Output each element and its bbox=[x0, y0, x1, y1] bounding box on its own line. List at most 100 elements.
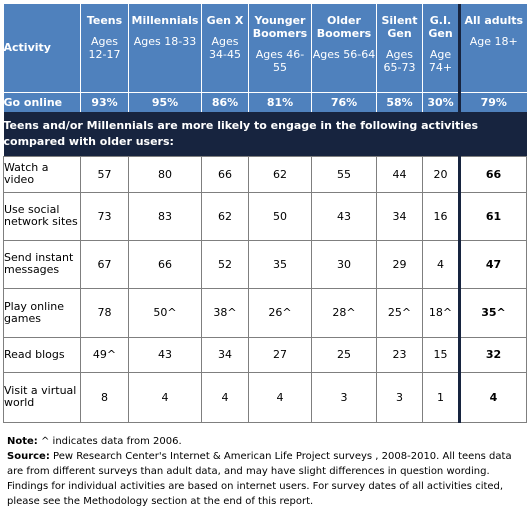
table-cell: 16 bbox=[422, 191, 460, 241]
all-adults-cell: 79% bbox=[458, 91, 527, 112]
table-cell: 30 bbox=[311, 239, 377, 289]
generation-ages: Age 18+ bbox=[469, 35, 518, 48]
generation-ages: Ages 34-45 bbox=[209, 35, 241, 61]
source-line: Source: Pew Research Center's Internet &… bbox=[7, 449, 525, 509]
all-adults-cell: 66 bbox=[458, 155, 527, 193]
table-cell: 81% bbox=[248, 91, 312, 112]
table-cell: 43 bbox=[128, 336, 202, 373]
note-label: Note: bbox=[7, 436, 38, 447]
source-text: Pew Research Center's Internet & America… bbox=[7, 451, 512, 507]
table-cell: 26^ bbox=[248, 287, 312, 338]
table-cell: 27 bbox=[248, 336, 312, 373]
table-row: Read blogs 49^ 43 34 27 25 23 15 32 bbox=[3, 336, 527, 373]
table-cell: 43 bbox=[311, 191, 377, 241]
generation-ages: Age 74+ bbox=[428, 48, 453, 74]
generation-name: Silent Gen bbox=[381, 14, 418, 40]
generation-header: G.I. Gen Age 74+ bbox=[422, 4, 460, 92]
table-row: Play online games 78 50^ 38^ 26^ 28^ 25^… bbox=[3, 287, 527, 338]
generation-header: Older Boomers Ages 56-64 bbox=[311, 4, 377, 92]
table-cell: 83 bbox=[128, 191, 202, 241]
table-cell: 3 bbox=[376, 371, 423, 423]
table-cell: 25^ bbox=[376, 287, 423, 338]
all-adults-cell: 32 bbox=[458, 336, 527, 373]
generation-name: Millennials bbox=[131, 14, 199, 27]
table-row: Visit a virtual world 8 4 4 4 3 3 1 4 bbox=[3, 371, 527, 423]
note-text: ^ indicates data from 2006. bbox=[37, 436, 182, 447]
all-adults-cell: 35^ bbox=[458, 287, 527, 338]
table-cell: 4 bbox=[128, 371, 202, 423]
all-adults-header: All adults Age 18+ bbox=[458, 4, 527, 92]
note-line: Note: ^ indicates data from 2006. bbox=[7, 434, 525, 449]
generation-header: Silent Gen Ages 65-73 bbox=[376, 4, 423, 92]
table-cell: 52 bbox=[201, 239, 249, 289]
table-cell: 49^ bbox=[80, 336, 129, 373]
table-cell: 38^ bbox=[201, 287, 249, 338]
generation-header: Gen X Ages 34-45 bbox=[201, 4, 249, 92]
all-adults-cell: 61 bbox=[458, 191, 527, 241]
generation-name: Older Boomers bbox=[316, 14, 372, 40]
table-cell: 4 bbox=[201, 371, 249, 423]
table-row: Send instant messages 67 66 52 35 30 29 … bbox=[3, 239, 527, 289]
table-cell: 28^ bbox=[311, 287, 377, 338]
generation-name: Gen X bbox=[206, 14, 244, 27]
table-cell: 50^ bbox=[128, 287, 202, 338]
table-cell: 23 bbox=[376, 336, 423, 373]
generation-header: Teens Ages 12-17 bbox=[80, 4, 129, 92]
generation-ages: Ages 18-33 bbox=[133, 35, 197, 48]
header-row: Activity Teens Ages 12-17 Millennials Ages… bbox=[3, 4, 527, 92]
table-cell: 73 bbox=[80, 191, 129, 241]
row-label: Watch a video bbox=[3, 155, 81, 193]
row-label: Play online games bbox=[3, 287, 81, 338]
table-cell: 55 bbox=[311, 155, 377, 193]
table-cell: 18^ bbox=[422, 287, 460, 338]
table-cell: 78 bbox=[80, 287, 129, 338]
table-cell: 86% bbox=[201, 91, 249, 112]
table-cell: 25 bbox=[311, 336, 377, 373]
generation-ages: Ages 46-55 bbox=[255, 48, 305, 74]
table-cell: 44 bbox=[376, 155, 423, 193]
table-cell: 4 bbox=[248, 371, 312, 423]
source-label: Source: bbox=[7, 451, 50, 462]
table-cell: 30% bbox=[422, 91, 460, 112]
table-cell: 67 bbox=[80, 239, 129, 289]
table-cell: 76% bbox=[311, 91, 377, 112]
table-cell: 3 bbox=[311, 371, 377, 423]
generation-header: Millennials Ages 18-33 bbox=[128, 4, 202, 92]
table-cell: 35 bbox=[248, 239, 312, 289]
row-label: Use social network sites bbox=[3, 191, 81, 241]
generation-ages: Ages 12-17 bbox=[88, 35, 121, 61]
table-cell: 1 bbox=[422, 371, 460, 423]
row-label: Read blogs bbox=[3, 336, 81, 373]
generation-header: Younger Boomers Ages 46-55 bbox=[248, 4, 312, 92]
generations-activity-table: Activity Teens Ages 12-17 Millennials Ages… bbox=[3, 4, 527, 423]
table-cell: 95% bbox=[128, 91, 202, 112]
table-cell: 20 bbox=[422, 155, 460, 193]
table-row: Use social network sites 73 83 62 50 43 … bbox=[3, 191, 527, 241]
table-cell: 34 bbox=[201, 336, 249, 373]
row-label: Go online bbox=[3, 91, 81, 112]
table-cell: 62 bbox=[201, 191, 249, 241]
row-label: Visit a virtual world bbox=[3, 371, 81, 423]
activity-column-header: Activity bbox=[3, 4, 81, 92]
table-cell: 58% bbox=[376, 91, 423, 112]
table-cell: 66 bbox=[201, 155, 249, 193]
table-cell: 50 bbox=[248, 191, 312, 241]
table-cell: 93% bbox=[80, 91, 129, 112]
all-adults-cell: 47 bbox=[458, 239, 527, 289]
all-adults-cell: 4 bbox=[458, 371, 527, 423]
generation-name: Younger Boomers bbox=[252, 14, 308, 40]
table-cell: 66 bbox=[128, 239, 202, 289]
section-heading: Teens and/or Millennials are more likely… bbox=[3, 112, 527, 156]
section-heading-row: Teens and/or Millennials are more likely… bbox=[3, 112, 527, 156]
table-row: Watch a video 57 80 66 62 55 44 20 66 bbox=[3, 155, 527, 193]
table-cell: 29 bbox=[376, 239, 423, 289]
generation-ages: Ages 56-64 bbox=[312, 48, 376, 61]
generation-name: All adults bbox=[464, 14, 524, 27]
generation-ages: Ages 65-73 bbox=[383, 48, 416, 74]
row-label: Send instant messages bbox=[3, 239, 81, 289]
table-cell: 4 bbox=[422, 239, 460, 289]
table-cell: 80 bbox=[128, 155, 202, 193]
generation-name: G.I. Gen bbox=[428, 14, 453, 40]
table-cell: 62 bbox=[248, 155, 312, 193]
table-cell: 57 bbox=[80, 155, 129, 193]
